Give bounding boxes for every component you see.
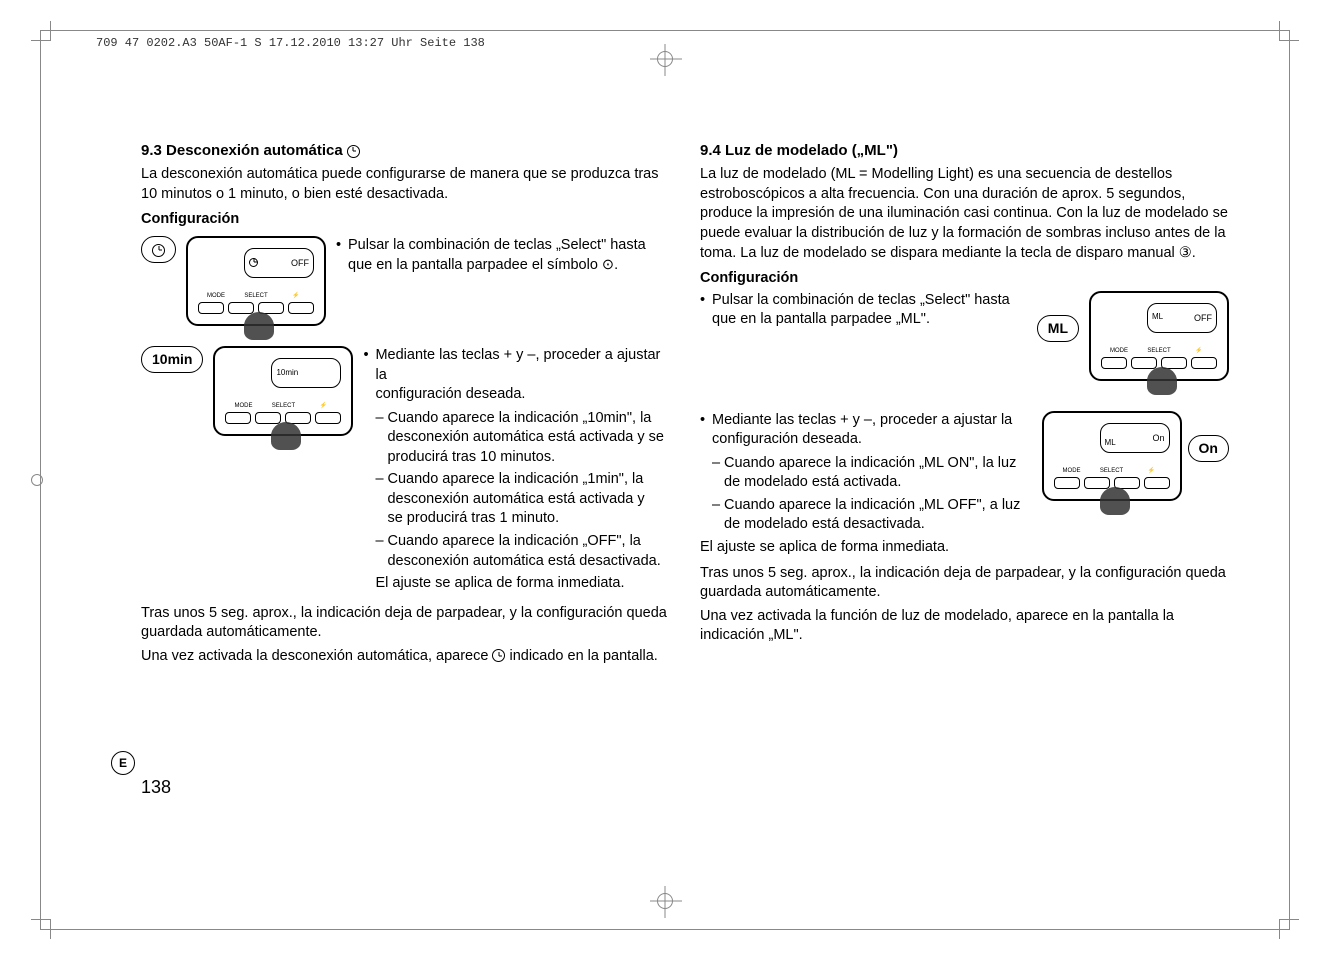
tail-text: Una vez activada la desconexión automáti… (141, 647, 670, 667)
tail-text: El ajuste se aplica de forma inmediata. (363, 574, 670, 594)
lcd-text: OFF (291, 257, 309, 269)
config-block-1: ML OFF MODE SELECT ⚡ ML Pulsar la com (700, 291, 1229, 391)
intro-text: La luz de modelado (ML = Modelling Light… (700, 165, 1229, 263)
left-column: 9.3 Desconexión automática La desconexió… (141, 141, 670, 670)
dash-item: Cuando aparece la indicación „ML ON", la… (712, 454, 1229, 493)
clock-icon (492, 649, 505, 662)
device-diagram-10min: 10min MODE SELECT ⚡ (213, 346, 353, 436)
intro-text: La desconexión automática puede configur… (141, 165, 670, 204)
print-header: 709 47 0202.A3 50AF-1 S 17.12.2010 13:27… (96, 35, 485, 51)
dash-list: Cuando aparece la indicación „10min", la… (363, 409, 670, 572)
registration-mark-icon (31, 474, 43, 486)
bullet-list: Pulsar la combinación de teclas „Select"… (336, 236, 670, 279)
text-block: Mediante las teclas + y –, proceder a aj… (363, 346, 670, 598)
dash-item: Cuando aparece la indicación „OFF", la d… (375, 532, 670, 571)
tail-text: Una vez activada la función de luz de mo… (700, 607, 1229, 646)
device-lcd: 10min (271, 358, 341, 388)
dash-item: Cuando aparece la indicación „1min", la … (375, 470, 670, 529)
hand-icon (1147, 367, 1177, 395)
crop-mark-icon (31, 21, 51, 41)
callout-10min: 10min (141, 346, 203, 373)
config-block-2: On ML On MODE SELECT ⚡ (700, 411, 1229, 562)
tail-text: El ajuste se aplica de forma inmediata. (700, 538, 1229, 558)
bullet-list: Mediante las teclas + y –, proceder a aj… (700, 411, 1229, 450)
page-frame: 709 47 0202.A3 50AF-1 S 17.12.2010 13:27… (40, 30, 1290, 930)
right-column: 9.4 Luz de modelado („ML") La luz de mod… (700, 141, 1229, 670)
lcd-clock-icon (249, 258, 258, 269)
crop-mark-icon (31, 919, 51, 939)
crop-mark-icon (1279, 919, 1299, 939)
config-label: Configuración (141, 210, 670, 230)
registration-mark-icon (657, 893, 673, 909)
tail-text: Tras unos 5 seg. aprox., la indicación d… (700, 564, 1229, 603)
hand-icon (271, 422, 301, 450)
device-button-labels: MODE SELECT ⚡ (1101, 347, 1217, 355)
bullet-list: Pulsar la combinación de teclas „Select"… (700, 291, 1229, 330)
hand-icon (244, 312, 274, 340)
device-button-labels: MODE SELECT ⚡ (198, 292, 314, 300)
tail-text: Tras unos 5 seg. aprox., la indicación d… (141, 604, 670, 643)
config-row-2: 10min 10min MODE SELECT ⚡ (141, 346, 670, 598)
bullet-item: Mediante las teclas + y –, proceder a aj… (700, 411, 1229, 450)
device-lcd: OFF (244, 248, 314, 278)
dash-item: Cuando aparece la indicación „ML OFF", a… (712, 496, 1229, 535)
lcd-text-10min: 10min (276, 368, 298, 379)
device-diagram-off: OFF MODE SELECT ⚡ (186, 236, 326, 326)
bullet-item: Pulsar la combinación de teclas „Select"… (336, 236, 670, 275)
heading-text: 9.3 Desconexión automática (141, 142, 343, 159)
section-heading-9-3: 9.3 Desconexión automática (141, 141, 670, 161)
config-row-1: OFF MODE SELECT ⚡ Pulsar la combinación … (141, 236, 670, 326)
content-area: 9.3 Desconexión automática La desconexió… (141, 141, 1229, 670)
dash-item: Cuando aparece la indicación „10min", la… (375, 409, 670, 468)
language-badge: E (111, 751, 135, 775)
bullet-list: Mediante las teclas + y –, proceder a aj… (363, 346, 670, 405)
clock-icon (152, 244, 165, 257)
section-heading-9-4: 9.4 Luz de modelado („ML") (700, 141, 1229, 161)
callout-clock (141, 236, 176, 263)
bullet-item: Mediante las teclas + y –, proceder a aj… (363, 346, 670, 405)
page-number: 138 (141, 775, 171, 799)
registration-mark-icon (657, 51, 673, 67)
config-label: Configuración (700, 269, 1229, 289)
bullet-item: Pulsar la combinación de teclas „Select"… (700, 291, 1229, 330)
clock-icon (347, 145, 360, 158)
device-button-labels: MODE SELECT ⚡ (225, 402, 341, 410)
crop-mark-icon (1279, 21, 1299, 41)
